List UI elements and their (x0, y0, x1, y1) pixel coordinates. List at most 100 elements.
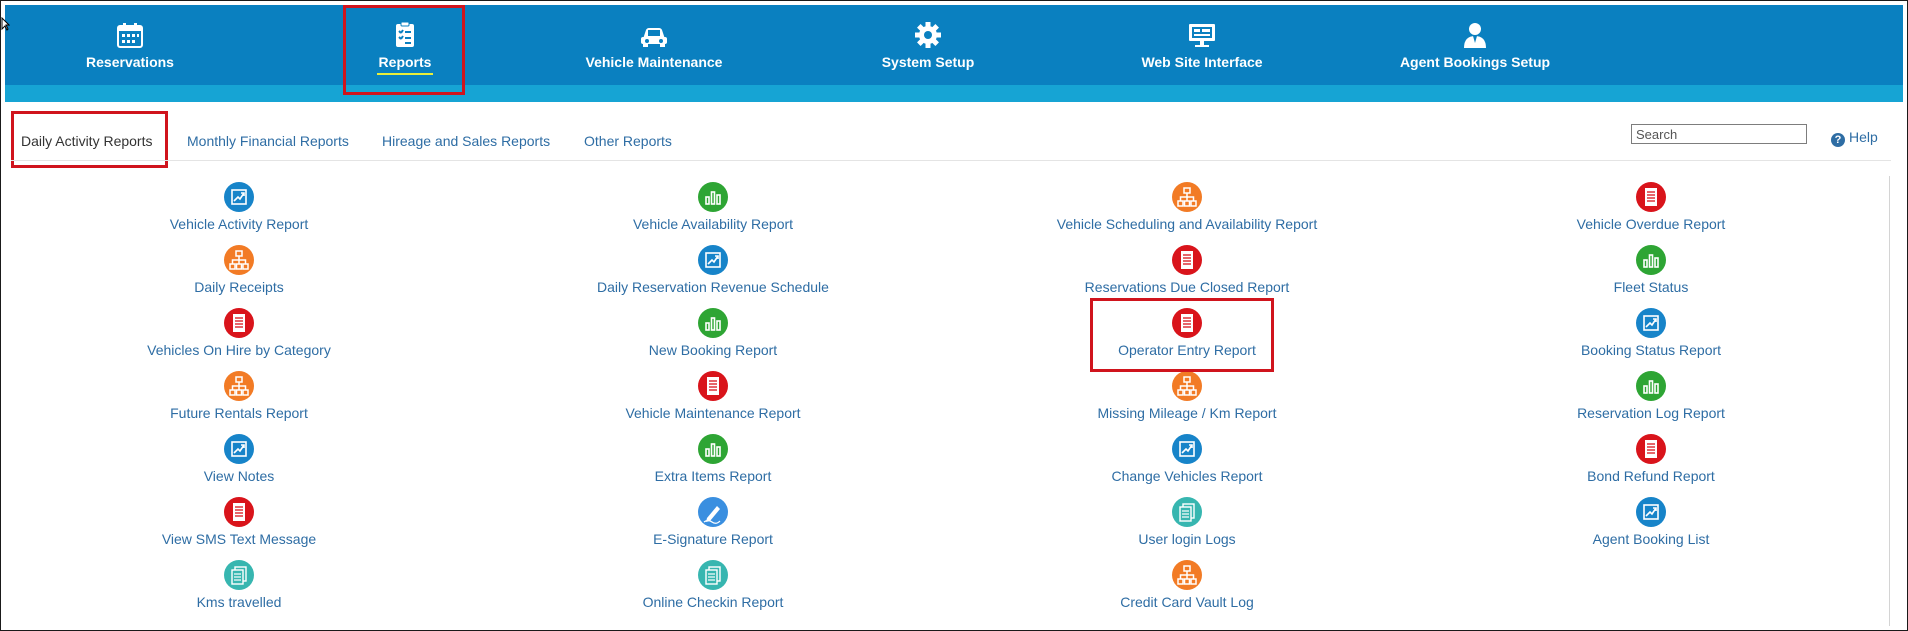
report-item[interactable]: Vehicle Scheduling and Availability Repo… (997, 182, 1377, 232)
report-link-label[interactable]: Credit Card Vault Log (1120, 594, 1254, 610)
report-item[interactable]: Vehicle Activity Report (49, 182, 429, 232)
report-link-label[interactable]: Agent Booking List (1592, 531, 1710, 547)
nav-label: Web Site Interface (1141, 54, 1263, 70)
report-link-label[interactable]: Fleet Status (1613, 279, 1689, 295)
stacked-docs-icon (698, 560, 728, 590)
chart-trend-icon (1636, 308, 1666, 338)
nav-reports[interactable]: Reports (305, 15, 505, 75)
report-item[interactable]: Fleet Status (1461, 245, 1841, 295)
report-item[interactable]: Online Checkin Report (523, 560, 903, 610)
report-item[interactable]: Operator Entry Report (997, 308, 1377, 358)
scrollbar-track[interactable] (1889, 176, 1890, 626)
report-item[interactable]: Kms travelled (49, 560, 429, 610)
report-item[interactable]: Vehicle Maintenance Report (523, 371, 903, 421)
search-input[interactable] (1631, 124, 1807, 144)
chart-trend-icon (224, 182, 254, 212)
report-item[interactable]: Extra Items Report (523, 434, 903, 484)
report-item[interactable]: Future Rentals Report (49, 371, 429, 421)
report-item[interactable]: Missing Mileage / Km Report (997, 371, 1377, 421)
bar-chart-icon (698, 434, 728, 464)
report-link-label[interactable]: Booking Status Report (1580, 342, 1722, 358)
org-chart-icon (224, 371, 254, 401)
tab-other-reports[interactable]: Other Reports (584, 133, 672, 149)
report-item[interactable]: Daily Reservation Revenue Schedule (523, 245, 903, 295)
document-list-icon (698, 371, 728, 401)
tab-monthly-financial-reports[interactable]: Monthly Financial Reports (187, 133, 349, 149)
report-link-label[interactable]: Reservations Due Closed Report (1084, 279, 1290, 295)
report-link-label[interactable]: Operator Entry Report (1118, 342, 1256, 358)
top-navigation: Reservations Reports Vehicle Maintenance (5, 5, 1903, 85)
report-link-label[interactable]: Reservation Log Report (1577, 405, 1725, 421)
stacked-docs-icon (224, 560, 254, 590)
report-item[interactable]: Vehicles On Hire by Category (49, 308, 429, 358)
report-link-label[interactable]: Daily Reservation Revenue Schedule (597, 279, 829, 295)
report-item[interactable]: New Booking Report (523, 308, 903, 358)
report-item[interactable]: View Notes (49, 434, 429, 484)
report-link-label[interactable]: Vehicle Overdue Report (1576, 216, 1726, 232)
tab-daily-activity-reports[interactable]: Daily Activity Reports (21, 133, 153, 149)
nav-label: Agent Bookings Setup (1399, 54, 1551, 70)
report-link-label[interactable]: View SMS Text Message (161, 531, 317, 547)
mouse-cursor-icon (1, 17, 10, 31)
report-link-label[interactable]: Daily Receipts (194, 279, 284, 295)
report-item[interactable]: Reservation Log Report (1461, 371, 1841, 421)
report-link-label[interactable]: Vehicle Availability Report (632, 216, 794, 232)
nav-label: Reports (378, 54, 432, 70)
report-link-label[interactable]: Vehicle Scheduling and Availability Repo… (1056, 216, 1318, 232)
org-chart-icon (1172, 560, 1202, 590)
report-link-label[interactable]: Missing Mileage / Km Report (1097, 405, 1277, 421)
report-link-label[interactable]: Change Vehicles Report (1111, 468, 1263, 484)
report-link-label[interactable]: Kms travelled (196, 594, 282, 610)
report-item[interactable]: Bond Refund Report (1461, 434, 1841, 484)
calendar-icon (117, 23, 143, 48)
bar-chart-icon (1636, 245, 1666, 275)
bar-chart-icon (698, 308, 728, 338)
chart-trend-icon (224, 434, 254, 464)
nav-vehicle-maintenance[interactable]: Vehicle Maintenance (554, 15, 754, 75)
report-link-label[interactable]: Vehicle Maintenance Report (625, 405, 801, 421)
nav-label: System Setup (881, 54, 975, 70)
report-item[interactable]: E-Signature Report (523, 497, 903, 547)
report-item[interactable]: Daily Receipts (49, 245, 429, 295)
report-item[interactable]: User login Logs (997, 497, 1377, 547)
chart-trend-icon (1172, 434, 1202, 464)
report-item[interactable]: Vehicle Overdue Report (1461, 182, 1841, 232)
report-item[interactable]: Vehicle Availability Report (523, 182, 903, 232)
nav-web-site-interface[interactable]: Web Site Interface (1102, 15, 1302, 75)
report-item[interactable]: Reservations Due Closed Report (997, 245, 1377, 295)
car-icon (641, 28, 667, 47)
user-icon (1464, 23, 1486, 48)
document-list-icon (1172, 308, 1202, 338)
report-item[interactable]: View SMS Text Message (49, 497, 429, 547)
report-link-label[interactable]: User login Logs (1138, 531, 1236, 547)
report-link-label[interactable]: View Notes (203, 468, 275, 484)
sub-bar (5, 85, 1903, 102)
chart-trend-icon (1636, 497, 1666, 527)
report-link-label[interactable]: New Booking Report (648, 342, 778, 358)
report-link-label[interactable]: Future Rentals Report (170, 405, 308, 421)
report-link-label[interactable]: Vehicle Activity Report (169, 216, 309, 232)
document-list-icon (224, 497, 254, 527)
report-link-label[interactable]: E-Signature Report (653, 531, 773, 547)
org-chart-icon (224, 245, 254, 275)
nav-agent-bookings-setup[interactable]: Agent Bookings Setup (1375, 15, 1575, 75)
document-list-icon (1172, 245, 1202, 275)
nav-system-setup[interactable]: System Setup (828, 15, 1028, 75)
report-link-label[interactable]: Online Checkin Report (642, 594, 784, 610)
report-item[interactable]: Change Vehicles Report (997, 434, 1377, 484)
nav-label: Reservations (86, 54, 174, 70)
report-item[interactable]: Agent Booking List (1461, 497, 1841, 547)
question-icon: ? (1831, 133, 1845, 147)
report-link-label[interactable]: Extra Items Report (654, 468, 772, 484)
report-link-label[interactable]: Vehicles On Hire by Category (147, 342, 331, 358)
bar-chart-icon (698, 182, 728, 212)
help-label: Help (1849, 129, 1878, 145)
document-list-icon (1636, 434, 1666, 464)
report-link-label[interactable]: Bond Refund Report (1587, 468, 1715, 484)
help-link[interactable]: ? Help (1831, 129, 1878, 147)
nav-reservations[interactable]: Reservations (30, 15, 230, 75)
report-item[interactable]: Booking Status Report (1461, 308, 1841, 358)
tab-hireage-and-sales-reports[interactable]: Hireage and Sales Reports (382, 133, 551, 149)
report-item[interactable]: Credit Card Vault Log (997, 560, 1377, 610)
